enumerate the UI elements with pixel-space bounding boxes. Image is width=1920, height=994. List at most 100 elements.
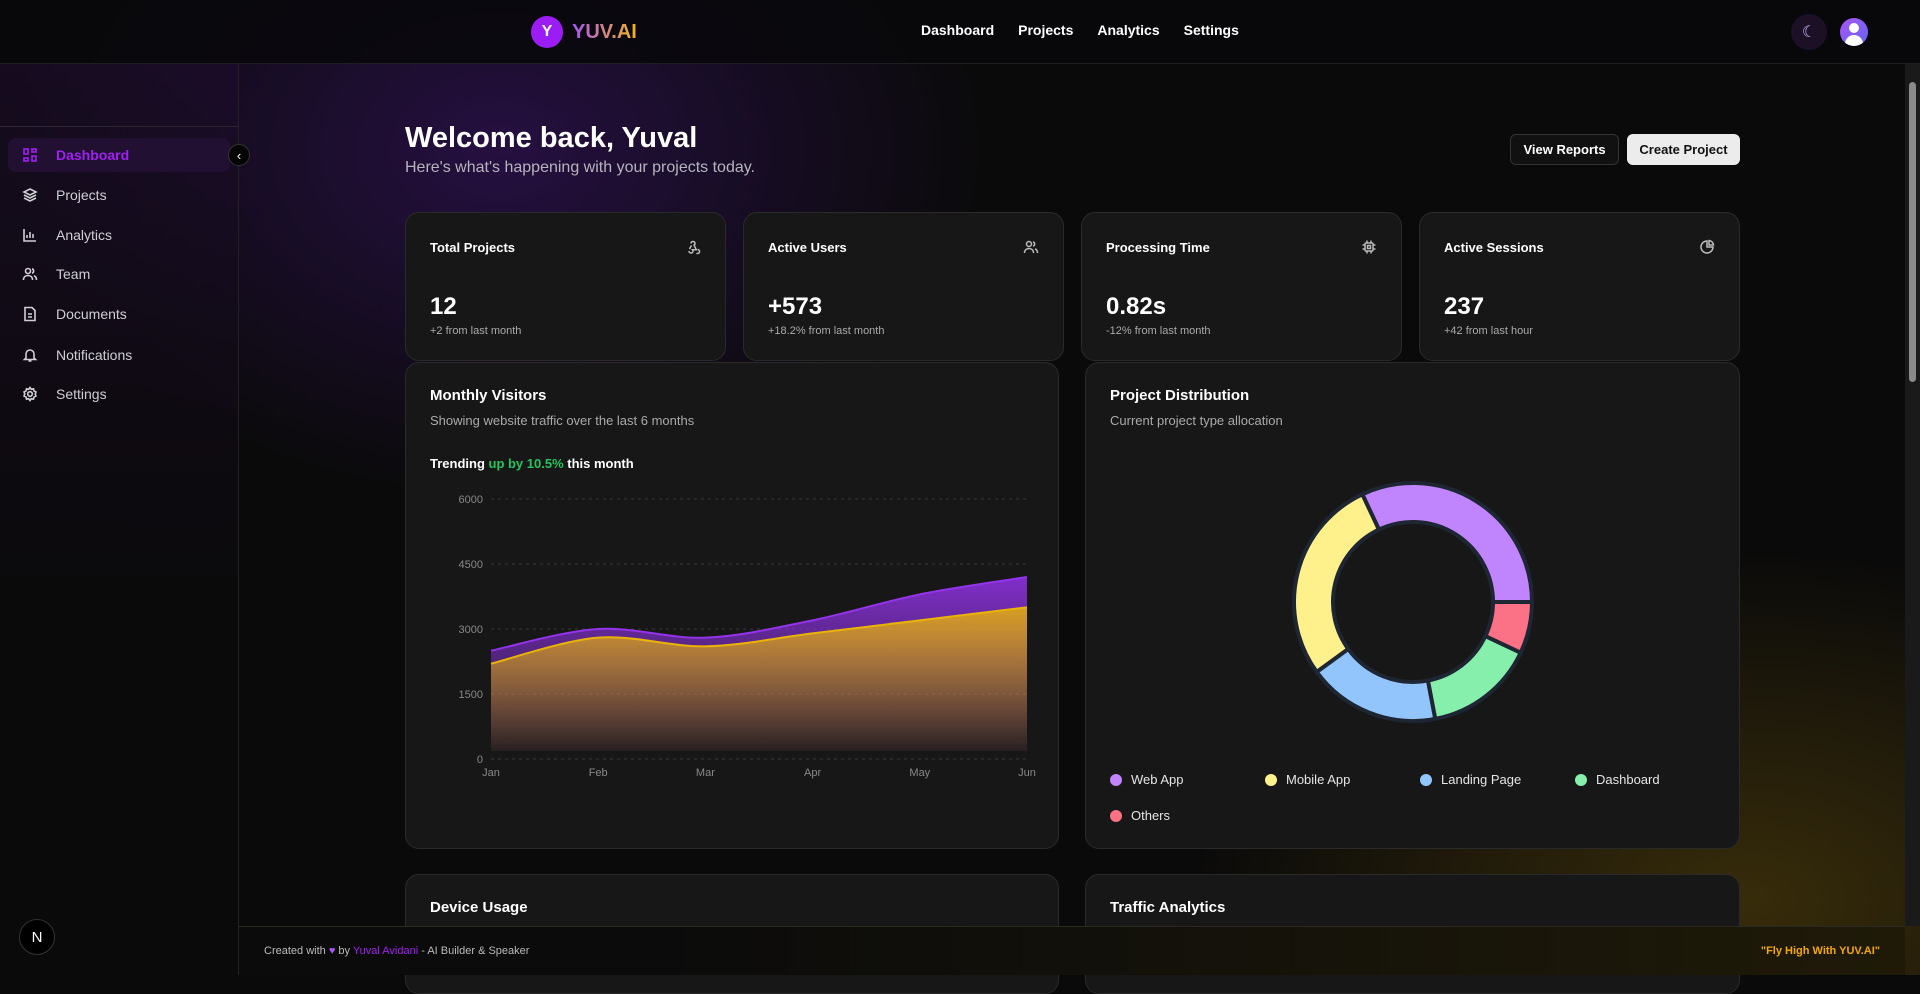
- nav-analytics[interactable]: Analytics: [1097, 22, 1160, 38]
- sidebar-item-label: Analytics: [56, 227, 113, 243]
- x-tick-label: Jun: [1018, 767, 1036, 779]
- footer-text: by: [338, 945, 351, 957]
- top-nav: Dashboard Projects Analytics Settings: [921, 22, 1239, 38]
- stat-value: 12: [430, 293, 457, 320]
- y-tick-label: 4500: [459, 559, 483, 571]
- trend-text: Trending up by 10.5% this month: [430, 456, 634, 471]
- legend-label: Web App: [1131, 772, 1184, 787]
- stat-title: Active Sessions: [1444, 240, 1544, 255]
- footer-text: Created with: [264, 945, 326, 957]
- legend-item: Web App: [1110, 772, 1184, 787]
- sidebar-item-label: Dashboard: [56, 147, 130, 163]
- line-series-0: [490, 576, 1028, 652]
- sidebar-item-analytics[interactable]: Analytics: [8, 218, 230, 252]
- cpu-icon: [1361, 239, 1377, 255]
- sidebar-item-label: Projects: [56, 187, 107, 203]
- footer-credit: Created with ♥ by Yuval Avidani - AI Bui…: [264, 945, 529, 957]
- stat-delta: +42 from last hour: [1444, 325, 1533, 337]
- y-tick-label: 3000: [459, 624, 483, 636]
- brand-name: YUV.AI: [572, 20, 637, 43]
- y-tick-label: 6000: [459, 494, 483, 506]
- card-title: Monthly Visitors: [430, 387, 547, 404]
- logo-badge: Y: [531, 16, 563, 48]
- sidebar-divider: [0, 126, 239, 127]
- donut-slice[interactable]: [1292, 491, 1382, 675]
- sidebar-item-projects[interactable]: Projects: [8, 178, 230, 212]
- dashboard-icon: [23, 148, 37, 162]
- trend-suffix: this month: [563, 456, 634, 471]
- view-reports-button[interactable]: View Reports: [1510, 134, 1619, 165]
- x-tick-label: May: [909, 767, 930, 779]
- legend-label: Dashboard: [1596, 772, 1660, 787]
- bell-icon: [22, 349, 38, 362]
- page-scrollbar[interactable]: [1905, 64, 1920, 926]
- stat-card-processing-time: Processing Time 0.82s -12% from last mon…: [1081, 212, 1402, 361]
- card-subtitle: Showing website traffic over the last 6 …: [430, 413, 695, 428]
- donut-slice[interactable]: [1425, 633, 1524, 722]
- legend-label: Others: [1131, 808, 1171, 823]
- legend-item: Others: [1110, 808, 1170, 823]
- users-icon: [22, 267, 38, 281]
- stat-card-total-projects: Total Projects 12 +2 from last month: [405, 212, 726, 361]
- stat-delta: -12% from last month: [1106, 325, 1211, 337]
- sidebar-item-documents[interactable]: Documents: [8, 297, 230, 331]
- next-dev-badge[interactable]: N: [19, 919, 55, 955]
- project-distribution-card: Project Distribution Current project typ…: [1085, 362, 1740, 849]
- sidebar-item-settings[interactable]: Settings: [8, 377, 230, 411]
- area-series-1: [491, 607, 1027, 751]
- sidebar-item-label: Settings: [56, 386, 107, 402]
- chevron-left-icon: ‹: [236, 147, 242, 163]
- footer: Created with ♥ by Yuval Avidani - AI Bui…: [239, 926, 1905, 975]
- webhook-icon: [685, 239, 701, 255]
- author-link[interactable]: Yuval Avidani: [352, 945, 419, 957]
- y-tick-label: 0: [477, 754, 483, 766]
- nav-settings[interactable]: Settings: [1183, 22, 1239, 38]
- nav-projects[interactable]: Projects: [1018, 22, 1074, 38]
- x-tick-label: Apr: [804, 767, 821, 779]
- sidebar-item-label: Team: [56, 266, 91, 282]
- top-header: Y YUV.AI Dashboard Projects Analytics Se…: [0, 0, 1920, 64]
- line-series-1: [490, 606, 1028, 665]
- scrollbar-thumb[interactable]: [1909, 82, 1916, 382]
- legend-swatch: [1110, 809, 1122, 822]
- user-avatar[interactable]: [1840, 18, 1868, 46]
- gear-icon: [22, 386, 38, 402]
- legend-label: Landing Page: [1441, 772, 1522, 787]
- legend-swatch: [1420, 773, 1432, 786]
- stat-title: Processing Time: [1106, 240, 1210, 255]
- stat-value: +573: [768, 293, 823, 320]
- page-subtitle: Here's what's happening with your projec…: [405, 159, 755, 176]
- sidebar-item-dashboard[interactable]: Dashboard: [8, 138, 230, 172]
- theme-toggle-button[interactable]: ☾: [1791, 14, 1827, 50]
- card-title: Device Usage: [430, 899, 528, 916]
- monthly-visitors-chart: 0 1500 3000 4500 6000 Jan Feb Mar Apr May Jun: [459, 494, 1036, 779]
- donut-slice[interactable]: [1482, 600, 1535, 656]
- logo[interactable]: Y YUV.AI: [531, 16, 637, 48]
- stat-title: Active Users: [768, 240, 847, 255]
- footer-quote: "Fly High With YUV.AI": [1760, 945, 1880, 957]
- x-tick-label: Jan: [482, 767, 500, 779]
- donut-slice[interactable]: [1359, 481, 1535, 604]
- monthly-visitors-card: Monthly Visitors Showing website traffic…: [405, 362, 1059, 849]
- pie-chart-icon: [1699, 239, 1715, 255]
- sidebar-collapse-button[interactable]: ‹: [228, 144, 250, 166]
- stat-delta: +18.2% from last month: [768, 325, 885, 337]
- footer-text: - AI Builder & Speaker: [421, 945, 530, 957]
- legend-item: Dashboard: [1575, 772, 1660, 787]
- card-title: Project Distribution: [1110, 387, 1250, 404]
- legend-item: Mobile App: [1265, 772, 1350, 787]
- file-text-icon: [24, 306, 36, 322]
- card-subtitle: Current project type allocation: [1110, 413, 1283, 428]
- sidebar-item-label: Documents: [56, 306, 127, 322]
- nav-dashboard[interactable]: Dashboard: [921, 22, 995, 38]
- y-tick-label: 1500: [459, 689, 483, 701]
- sidebar-item-notifications[interactable]: Notifications: [8, 338, 230, 372]
- create-project-button[interactable]: Create Project: [1627, 134, 1740, 165]
- donut-slice[interactable]: [1313, 646, 1438, 723]
- layers-icon: [22, 188, 38, 202]
- heart-icon: ♥: [328, 945, 336, 957]
- bar-chart-icon: [23, 229, 36, 242]
- sidebar-item-team[interactable]: Team: [8, 257, 230, 291]
- page-title: Welcome back, Yuval: [405, 122, 698, 154]
- project-distribution-chart: [1292, 481, 1535, 723]
